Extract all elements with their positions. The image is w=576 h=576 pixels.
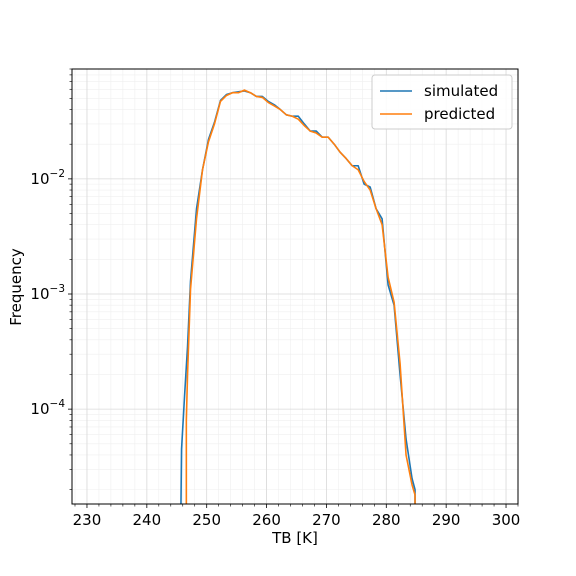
x-tick-label: 250 bbox=[192, 511, 221, 529]
x-tick-label: 230 bbox=[73, 511, 102, 529]
x-tick-label: 260 bbox=[252, 511, 281, 529]
y-tick-label: 10−3 bbox=[30, 283, 65, 303]
plot-frame bbox=[71, 68, 519, 505]
series-lines bbox=[180, 89, 416, 505]
legend-label-simulated: simulated bbox=[424, 82, 498, 100]
x-tick-label: 270 bbox=[312, 511, 341, 529]
axis-ticks: 230 240 250 260 270 280 290 300 10−4 10−3 10−2 bbox=[30, 68, 521, 529]
y-tick-label: 10−4 bbox=[30, 398, 65, 418]
x-axis-label: TB [K] bbox=[271, 529, 318, 547]
x-tick-label: 290 bbox=[432, 511, 461, 529]
x-tick-label: 280 bbox=[372, 511, 401, 529]
series-line-predicted bbox=[185, 89, 416, 504]
grid bbox=[72, 68, 519, 504]
y-axis-label: Frequency bbox=[7, 248, 25, 326]
legend-box bbox=[371, 74, 513, 130]
x-tick-label: 300 bbox=[492, 511, 521, 529]
x-tick-label: 240 bbox=[133, 511, 162, 529]
legend-label-predicted: predicted bbox=[424, 105, 495, 123]
y-tick-label: 10−2 bbox=[30, 168, 65, 188]
legend: simulated predicted bbox=[371, 74, 513, 130]
